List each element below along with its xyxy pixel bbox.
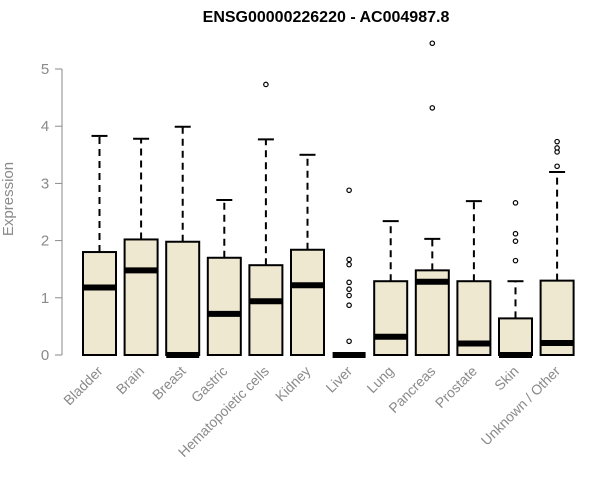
box-body: [248, 264, 284, 357]
y-tick-label: 3: [41, 175, 49, 192]
x-tick-label: Breast: [149, 363, 189, 403]
x-tick-label: Unknown / Other: [478, 363, 564, 449]
outlier-point: [346, 338, 352, 345]
chart-title: ENSG00000226220 - AC004987.8: [203, 9, 450, 26]
x-tick-label: Prostate: [432, 363, 480, 411]
outlier-point: [346, 261, 352, 268]
x-tick-label: Liver: [322, 363, 355, 396]
x-tick-label: Kidney: [272, 363, 314, 405]
outlier-point: [512, 238, 519, 244]
box-body: [123, 238, 159, 356]
outlier-point: [346, 279, 352, 286]
y-axis-label: Expression: [0, 162, 17, 236]
outlier-point: [512, 230, 519, 237]
outlier-point: [346, 302, 352, 309]
box-body: [165, 240, 201, 356]
y-tick-label: 1: [41, 290, 49, 307]
box-brain: [123, 137, 159, 356]
outlier-point: [346, 256, 352, 263]
box-body: [82, 251, 117, 356]
box-kidney: [290, 153, 325, 356]
outlier-point: [512, 257, 519, 264]
y-tick-label: 5: [41, 61, 49, 78]
y-tick-label: 4: [41, 118, 49, 135]
x-tick-label: Brain: [113, 363, 147, 397]
box-prostate: [456, 200, 492, 357]
x-tick-label: Skin: [491, 363, 522, 394]
x-tick-label: Lung: [363, 363, 396, 396]
outlier-point: [429, 105, 436, 111]
box-skin: [498, 200, 533, 358]
box-body: [206, 256, 242, 357]
box-body: [373, 280, 409, 357]
outlier-point: [512, 200, 519, 206]
outlier-point: [346, 286, 352, 293]
x-tick-label: Bladder: [60, 363, 106, 409]
box-lung: [373, 220, 409, 357]
outlier-point: [554, 163, 560, 170]
box-pancreas: [414, 40, 450, 356]
box-hematopoietic-cells: [248, 81, 284, 357]
box-body: [498, 317, 533, 356]
outlier-point: [346, 187, 352, 194]
box-unknown-other: [539, 138, 575, 357]
box-liver: [332, 187, 366, 358]
outlier-point: [346, 292, 352, 299]
box-gastric: [206, 198, 242, 357]
box-breast: [165, 125, 201, 358]
outlier-point: [429, 40, 436, 47]
y-axis: 0 1 2 3 4 5: [41, 61, 63, 364]
box-bladder: [82, 134, 117, 356]
boxes-group: [82, 40, 575, 358]
box-body: [290, 248, 325, 356]
y-tick-label: 0: [41, 347, 49, 364]
outlier-point: [263, 81, 269, 88]
outlier-point: [554, 138, 560, 145]
outlier-point: [554, 145, 560, 151]
y-tick-label: 2: [41, 233, 49, 250]
